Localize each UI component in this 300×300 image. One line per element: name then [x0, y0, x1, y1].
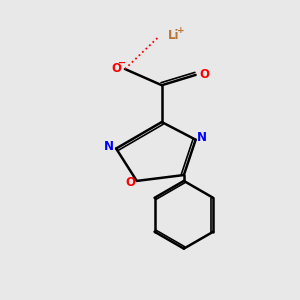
Text: O: O: [199, 68, 209, 80]
Text: O: O: [112, 61, 122, 75]
Text: N: N: [104, 140, 114, 153]
Text: Li: Li: [168, 29, 179, 42]
Text: N: N: [197, 131, 207, 144]
Text: −: −: [118, 58, 126, 68]
Text: +: +: [177, 26, 185, 35]
Text: O: O: [125, 176, 135, 189]
